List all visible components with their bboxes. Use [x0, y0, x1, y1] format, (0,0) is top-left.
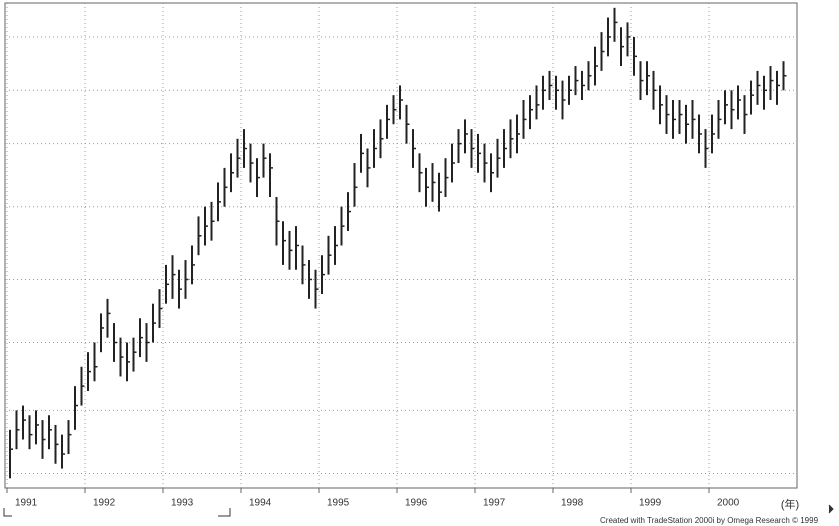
x-tick-label: 1996: [405, 498, 428, 509]
x-unit-label: (年): [781, 497, 799, 511]
scroll-right[interactable]: [828, 504, 834, 514]
x-tick-label: 1997: [483, 498, 506, 509]
x-tick-label: 1995: [327, 498, 350, 509]
x-tick-label: 1992: [93, 498, 116, 509]
scroll-left[interactable]: [3, 508, 12, 517]
x-tick-label: 1999: [639, 498, 662, 509]
x-tick-label: 1993: [171, 498, 194, 509]
x-tick-label: 1994: [249, 498, 272, 509]
scroll-marker[interactable]: [218, 508, 231, 517]
plot-frame: [4, 2, 798, 489]
x-tick-label: 1998: [561, 498, 584, 509]
footer: Created with TradeStation 2000i by Omega…: [600, 516, 819, 525]
x-tick-label: 2000: [717, 498, 740, 509]
x-tick-label: 1991: [15, 498, 38, 509]
